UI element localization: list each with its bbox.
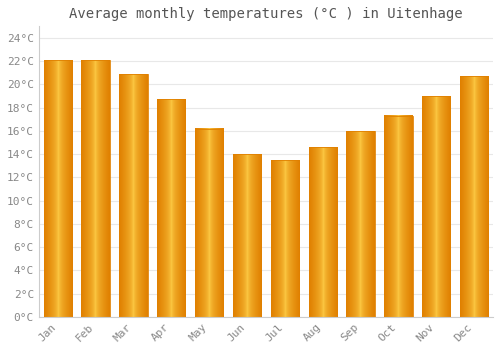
- Bar: [44, 60, 72, 317]
- Bar: [308, 147, 337, 317]
- Bar: [82, 60, 110, 317]
- Bar: [422, 96, 450, 317]
- Bar: [119, 74, 148, 317]
- Bar: [270, 160, 299, 317]
- Bar: [195, 128, 224, 317]
- Bar: [460, 76, 488, 317]
- Title: Average monthly temperatures (°C ) in Uitenhage: Average monthly temperatures (°C ) in Ui…: [69, 7, 462, 21]
- Bar: [233, 154, 261, 317]
- Bar: [384, 116, 412, 317]
- Bar: [346, 131, 375, 317]
- Bar: [157, 99, 186, 317]
